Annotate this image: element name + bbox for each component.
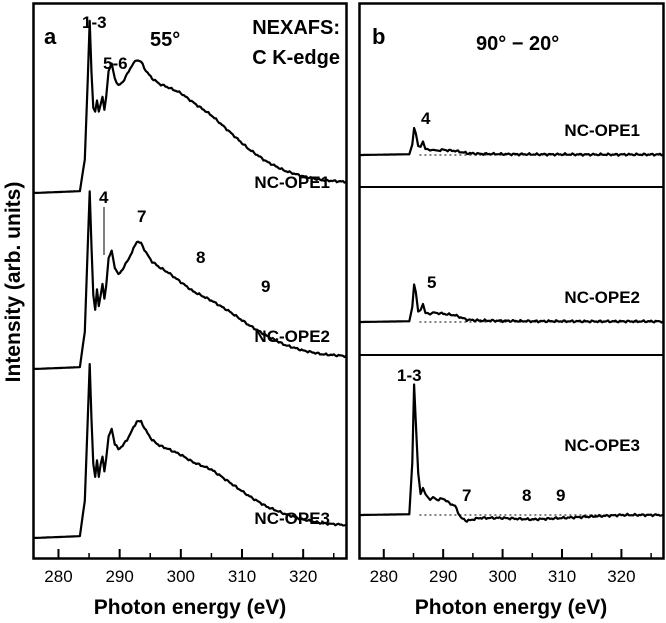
x-tick-label: 300 (167, 567, 195, 586)
annotation-b-5: 5 (427, 273, 436, 292)
annotation-b-8: 8 (522, 486, 531, 505)
series-label: NC-OPE2 (564, 288, 640, 307)
series-label: NC-OPE1 (254, 173, 330, 192)
series-line-nc-ope3 (360, 383, 664, 523)
x-tick-label: 320 (289, 567, 317, 586)
panel-a-x-axis-title: Photon energy (eV) (94, 596, 287, 619)
series-line-nc-ope2 (360, 283, 664, 324)
series-line-nc-ope3 (33, 363, 347, 540)
x-tick-label: 290 (429, 567, 457, 586)
panel-b-letter: b (372, 24, 385, 49)
annotation-a-5-6: 5-6 (103, 54, 128, 73)
annotation-a-9: 9 (261, 277, 270, 296)
series-label: NC-OPE2 (254, 327, 330, 346)
panel-a-title-line2: C K-edge (252, 47, 340, 69)
panel-a-title-line1: NEXAFS: (252, 17, 340, 39)
x-tick-label: 320 (607, 567, 635, 586)
annotation-a-7: 7 (137, 207, 146, 226)
annotation-b-9: 9 (556, 486, 565, 505)
y-axis-title: Intensity (arb. units) (2, 182, 25, 383)
annotation-a-4: 4 (99, 188, 109, 207)
series-line-nc-ope1 (33, 19, 347, 195)
x-tick-label: 300 (488, 567, 516, 586)
panel-a-angle: 55° (150, 29, 180, 51)
panel-b-title: 90° − 20° (476, 33, 559, 55)
x-tick-label: 310 (228, 567, 256, 586)
series-label: NC-OPE1 (564, 121, 640, 140)
series-label: NC-OPE3 (254, 509, 330, 528)
annotation-a-1-3: 1-3 (82, 13, 107, 32)
panel-a-frame (32, 2, 348, 560)
panel-a-plot: 280 290 300 310 320 NC-OPE1 NC-OPE2 NC-OPE3 (33, 19, 347, 586)
annotation-b-1-3: 1-3 (397, 366, 422, 385)
x-tick-label: 280 (370, 567, 398, 586)
annotation-a-8: 8 (196, 248, 205, 267)
series-label: NC-OPE3 (564, 436, 640, 455)
annotation-b-4: 4 (421, 109, 431, 128)
x-tick-label: 280 (44, 567, 72, 586)
annotation-b-7: 7 (462, 486, 471, 505)
x-tick-label: 310 (548, 567, 576, 586)
panel-a-letter: a (44, 24, 57, 49)
series-line-nc-ope1 (360, 126, 664, 157)
x-tick-label: 290 (105, 567, 133, 586)
panel-b-plot: 280 290 300 310 320 NC-OPE1 NC-OPE2 NC-OPE3 (360, 121, 664, 586)
panel-b-x-axis-title: Photon energy (eV) (415, 596, 608, 619)
panel-b-frame (358, 2, 665, 560)
series-line-nc-ope2 (33, 190, 347, 371)
